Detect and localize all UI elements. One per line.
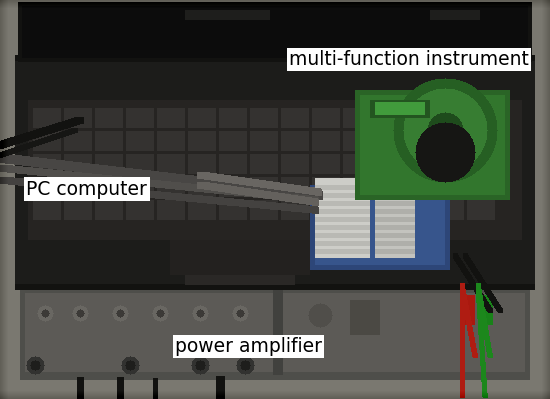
- Text: multi-function instrument: multi-function instrument: [289, 50, 529, 69]
- Text: PC computer: PC computer: [26, 180, 147, 199]
- Text: power amplifier: power amplifier: [175, 337, 322, 356]
